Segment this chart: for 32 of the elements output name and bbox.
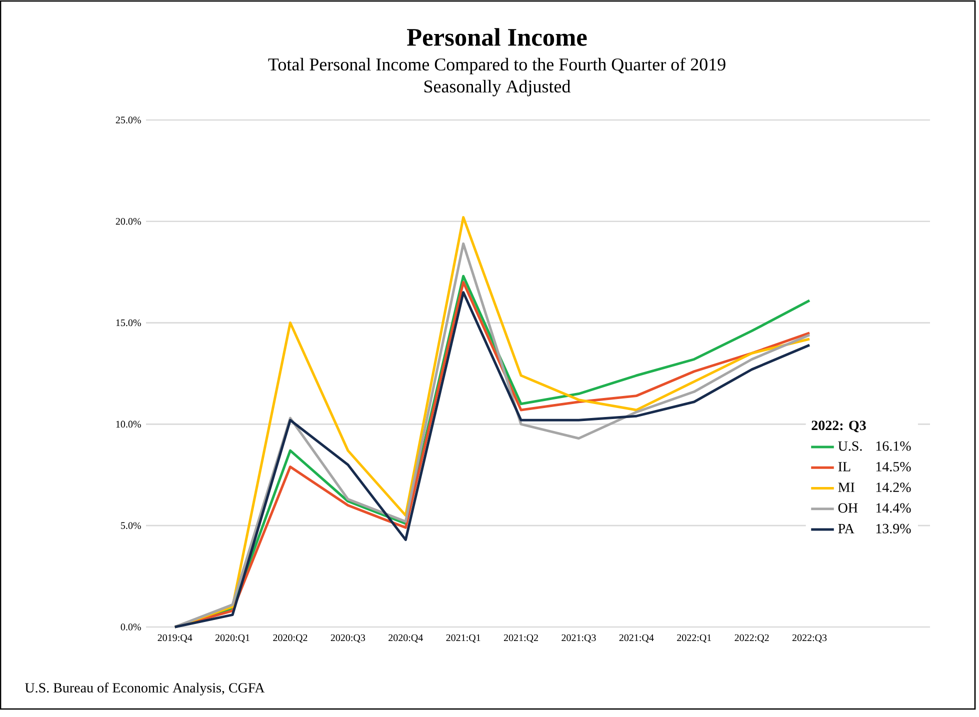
x-tick-label: 2020:Q1 — [215, 634, 250, 643]
legend-label: MI — [838, 482, 854, 492]
y-tick-label: 20.0% — [116, 218, 141, 225]
text: 13.9% — [876, 524, 911, 534]
x-tick-label: 2021:Q4 — [619, 634, 654, 643]
legend-label: U.S. — [838, 441, 862, 451]
y-tick-label: 0.0% — [120, 624, 141, 630]
y-tick-label: 5.0% — [121, 522, 141, 529]
y-tick-label: 10.0% — [116, 420, 141, 428]
x-tick-label: 2021:Q3 — [562, 634, 596, 643]
text: 14.4% — [876, 503, 911, 513]
text: 14.5% — [876, 462, 911, 472]
legend-label: PA — [838, 524, 854, 534]
x-tick-label: 2020:Q3 — [330, 634, 366, 643]
text: U.S. Bureau of Economic Analysis, CGFA — [25, 682, 265, 696]
text: 14.2% — [876, 482, 911, 492]
x-tick-label: 2020:Q2 — [273, 634, 308, 643]
y-tick-label: 25.0% — [116, 116, 141, 124]
chart-title: Personal Income — [407, 28, 587, 46]
x-tick-label: 2022:Q3 — [792, 634, 827, 643]
x-tick-label: 2022:Q1 — [677, 634, 712, 643]
text: 16.1% — [876, 441, 911, 451]
x-tick-label: 2021:Q1 — [446, 634, 480, 643]
chart-subtitle: Total Personal Income Compared to the Fourth Quarter of 2019 Seasonally Adjusted — [268, 58, 726, 96]
x-tick-label: 2019:Q4 — [158, 634, 192, 643]
x-tick-label: 2021:Q2 — [504, 634, 538, 643]
legend-label: OH — [838, 503, 858, 513]
x-tick-label: 2022:Q2 — [734, 634, 769, 643]
legend-title: 2022: Q3 — [812, 420, 866, 432]
legend-label: IL — [838, 462, 850, 472]
x-tick-label: 2020:Q4 — [388, 634, 423, 643]
y-tick-label: 15.0% — [116, 319, 141, 326]
